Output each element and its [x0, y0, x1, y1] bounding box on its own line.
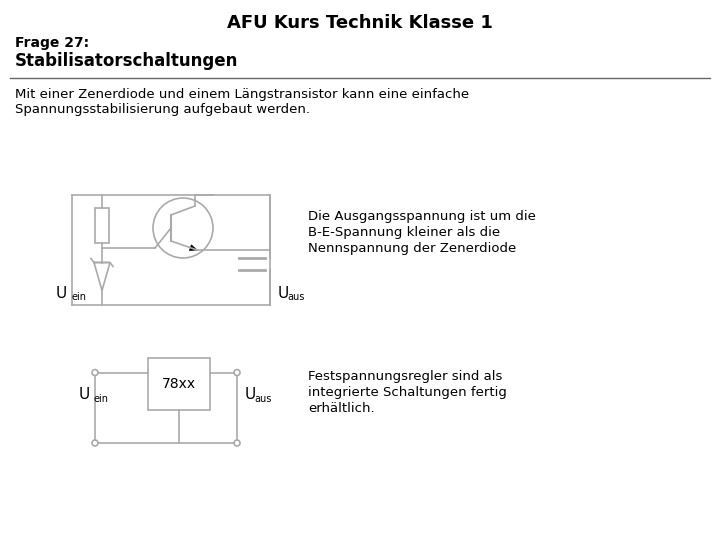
Bar	[148, 358, 210, 410]
Text: 78xx: 78xx	[162, 377, 196, 391]
Text: Mit einer Zenerdiode und einem Längstransistor kann eine einfache: Mit einer Zenerdiode und einem Längstran…	[15, 88, 469, 101]
Text: U: U	[55, 286, 67, 300]
Text: Nennspannung der Zenerdiode: Nennspannung der Zenerdiode	[308, 242, 516, 255]
Text: ein: ein	[71, 292, 86, 302]
Text: integrierte Schaltungen fertig: integrierte Schaltungen fertig	[308, 386, 507, 399]
Text: erhältlich.: erhältlich.	[308, 402, 374, 415]
Text: Spannungsstabilisierung aufgebaut werden.: Spannungsstabilisierung aufgebaut werden…	[15, 103, 310, 116]
Bar	[95, 208, 109, 243]
Text: aus: aus	[287, 292, 305, 302]
Text: AFU Kurs Technik Klasse 1: AFU Kurs Technik Klasse 1	[227, 14, 493, 32]
Text: U: U	[78, 387, 90, 402]
Text: Stabilisatorschaltungen: Stabilisatorschaltungen	[15, 52, 238, 70]
Polygon shape	[189, 245, 197, 251]
Text: B-E-Spannung kleiner als die: B-E-Spannung kleiner als die	[308, 226, 500, 239]
Text: ein: ein	[94, 394, 109, 403]
Text: U: U	[278, 286, 289, 300]
Text: Frage 27:: Frage 27:	[15, 36, 89, 50]
Text: Festspannungsregler sind als: Festspannungsregler sind als	[308, 370, 503, 383]
Text: aus: aus	[254, 394, 271, 403]
Text: U: U	[245, 387, 256, 402]
Text: Die Ausgangsspannung ist um die: Die Ausgangsspannung ist um die	[308, 210, 536, 223]
